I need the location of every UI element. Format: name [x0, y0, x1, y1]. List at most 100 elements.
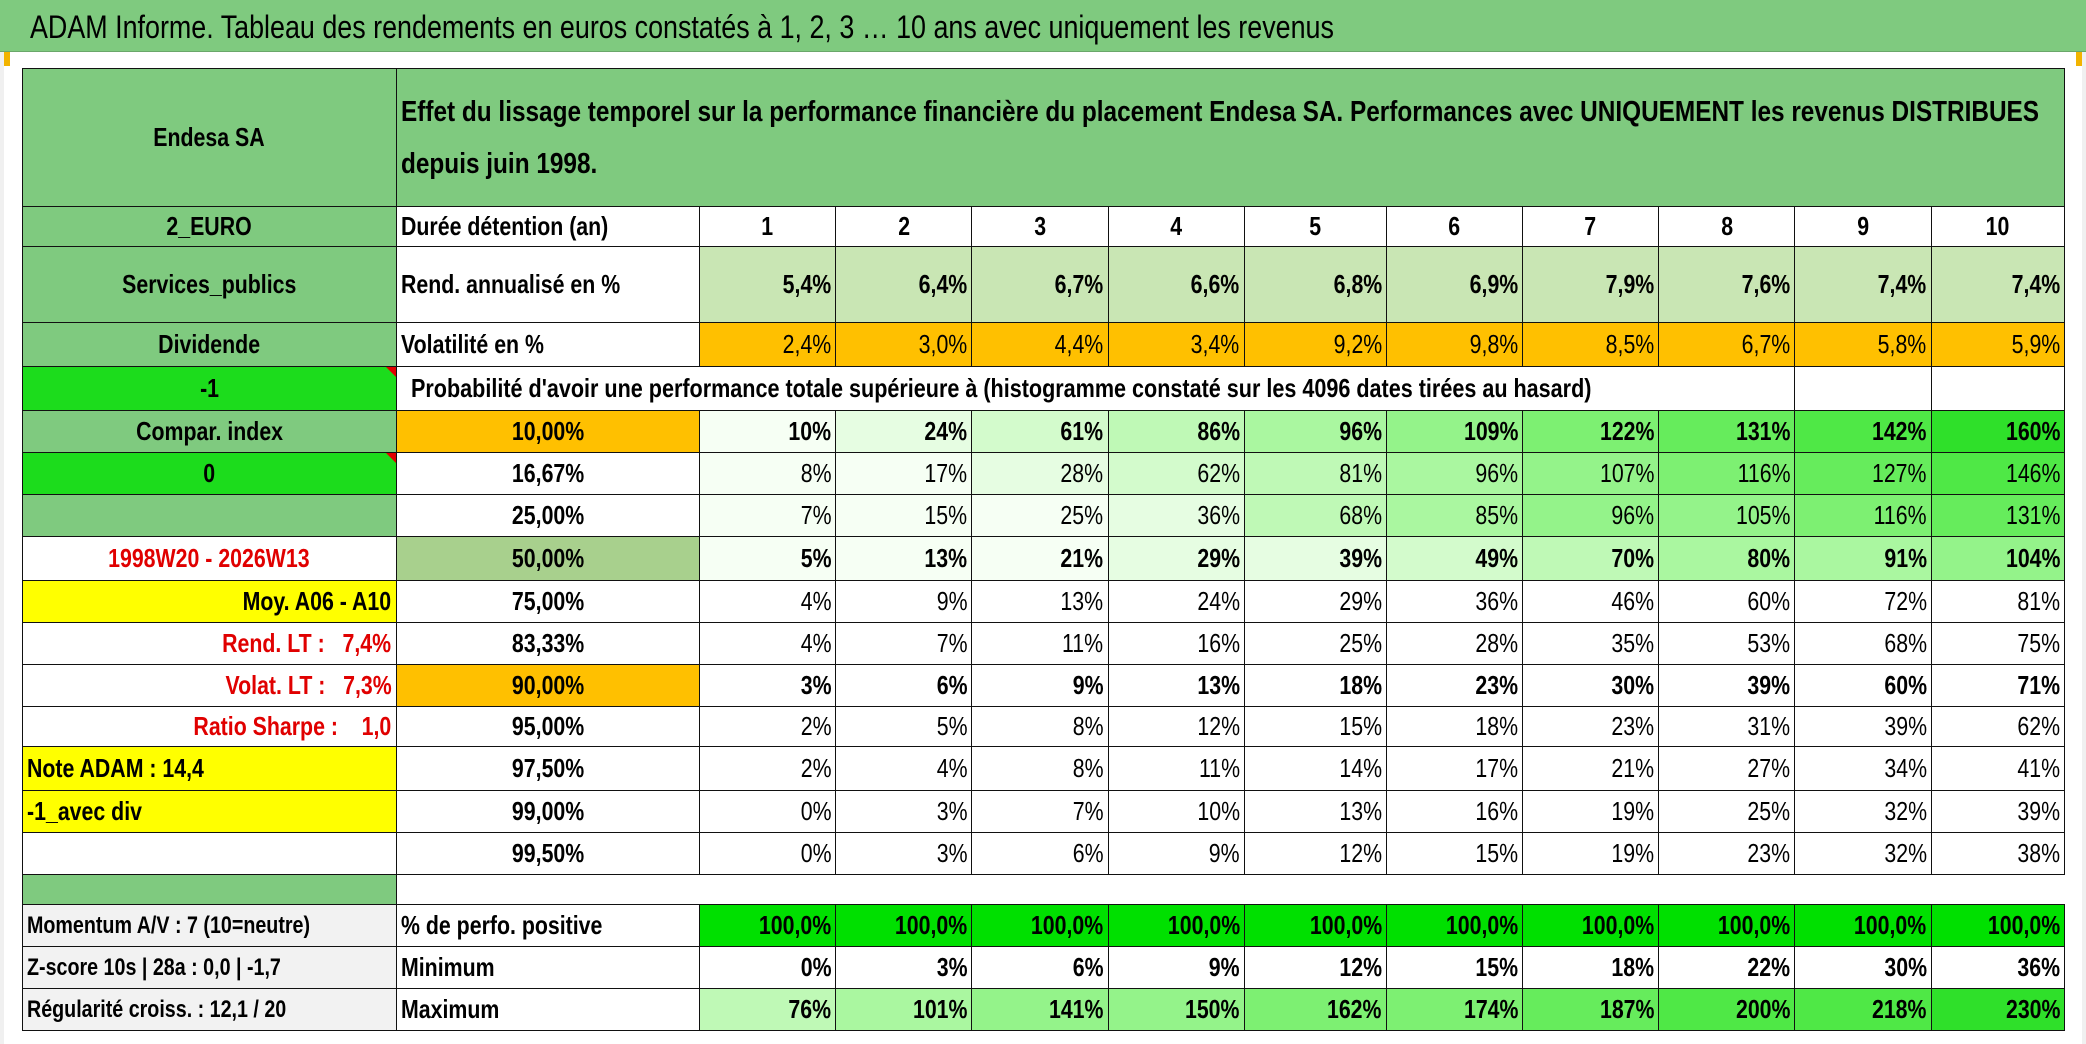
rend-value: 6,8% — [1243, 246, 1387, 323]
spacer-row — [22, 874, 2065, 905]
vol-value: 5,8% — [1794, 322, 1932, 367]
momentum-label: Momentum A/V : 7 (10=neutre) — [22, 904, 397, 947]
compar-label: Compar. index — [22, 410, 397, 453]
quantile-value: 16% — [1107, 622, 1245, 665]
rend-label: Rend. annualisé en % — [395, 246, 700, 323]
quantile-label: 16,67% — [395, 452, 700, 495]
quantile-value: 4% — [698, 580, 837, 623]
quantile-value: 12% — [1107, 706, 1245, 747]
minimum-value: 0% — [698, 946, 837, 989]
quantile-value: 131% — [1930, 494, 2066, 537]
quantile-value: 34% — [1794, 746, 1932, 791]
quantile-value: 15% — [835, 494, 973, 537]
quantile-value: 53% — [1658, 622, 1796, 665]
quantile-value: 81% — [1930, 580, 2066, 623]
quantile-label: 75,00% — [395, 580, 700, 623]
positive-value: 100,0% — [1522, 904, 1660, 947]
quantile-row: Volat. LT : 7,3% 90,00% 3% 6% 9% 13% 18%… — [22, 664, 2066, 707]
maximum-value: 230% — [1930, 988, 2066, 1031]
quantile-value: 7% — [835, 622, 973, 665]
positive-value: 100,0% — [1794, 904, 1932, 947]
quantile-value: 71% — [1930, 664, 2066, 707]
minimum-value: 3% — [835, 946, 973, 989]
quantile-value: 41% — [1930, 746, 2066, 791]
zscore-label: Z-score 10s | 28a : 0,0 | -1,7 — [22, 946, 397, 989]
quantile-label: 95,00% — [395, 706, 700, 747]
minimum-value: 30% — [1794, 946, 1932, 989]
quantile-value: 6% — [835, 664, 973, 707]
quantile-value: 23% — [1385, 664, 1524, 707]
vol-value: 4,4% — [971, 322, 1109, 367]
quantile-value: 96% — [1522, 494, 1660, 537]
rend-value: 6,9% — [1385, 246, 1524, 323]
minimum-value: 22% — [1658, 946, 1796, 989]
vol-value: 9,8% — [1385, 322, 1524, 367]
year-header: 5 — [1243, 206, 1387, 247]
currency-label: 2_EURO — [22, 206, 397, 247]
quantile-value: 3% — [835, 832, 973, 875]
quantile-value: 2% — [698, 706, 837, 747]
quantile-value: 8% — [971, 706, 1109, 747]
positive-label: % de perfo. positive — [395, 904, 700, 947]
quantile-row-median: 1998W20 - 2026W13 50,00% 5% 13% 21% 29% … — [22, 536, 2066, 581]
quantile-value: 12% — [1243, 832, 1387, 875]
quantile-value: 15% — [1243, 706, 1387, 747]
year-header: 9 — [1794, 206, 1932, 247]
quantile-value: 23% — [1522, 706, 1660, 747]
minimum-value: 12% — [1243, 946, 1387, 989]
maximum-value: 76% — [698, 988, 837, 1031]
quantile-value: 9% — [971, 664, 1109, 707]
quantile-value: 35% — [1522, 622, 1660, 665]
quantile-value: 19% — [1522, 790, 1660, 833]
maximum-value: 200% — [1658, 988, 1796, 1031]
sharpe-label: Ratio Sharpe : 1,0 — [22, 706, 397, 747]
minimum-row: Z-score 10s | 28a : 0,0 | -1,7 Minimum 0… — [22, 946, 2066, 989]
quantile-value: 39% — [1658, 664, 1796, 707]
quantile-value: 24% — [1107, 580, 1245, 623]
quantile-label: 99,50% — [395, 832, 700, 875]
maximum-value: 150% — [1107, 988, 1245, 1031]
period-label: 1998W20 - 2026W13 — [22, 536, 397, 581]
header-description: Effet du lissage temporel sur la perform… — [395, 68, 2066, 207]
quantile-value: 4% — [698, 622, 837, 665]
sector-label: Services_publics — [22, 246, 397, 323]
quantile-value: 8% — [971, 746, 1109, 791]
quantile-value: 16% — [1385, 790, 1524, 833]
positive-value: 100,0% — [698, 904, 837, 947]
quantile-value: 107% — [1522, 452, 1660, 495]
quantile-value: 0% — [698, 832, 837, 875]
title-bar: ADAM Informe. Tableau des rendements en … — [0, 0, 2086, 52]
rend-value: 6,4% — [835, 246, 973, 323]
quantile-value: 122% — [1522, 410, 1660, 453]
quantile-value: 109% — [1385, 410, 1524, 453]
quantile-value: 25% — [971, 494, 1109, 537]
proba-row: -1 Probabilité d'avoir une performance t… — [22, 366, 2066, 411]
quantile-value: 21% — [971, 536, 1109, 581]
year-header: 1 — [698, 206, 837, 247]
quantile-value: 8% — [698, 452, 837, 495]
year-header: 10 — [1930, 206, 2066, 247]
vol-value: 3,4% — [1107, 322, 1245, 367]
rend-value: 6,7% — [971, 246, 1109, 323]
quantile-value: 104% — [1930, 536, 2066, 581]
minimum-value: 18% — [1522, 946, 1660, 989]
quantile-value: 28% — [1385, 622, 1524, 665]
quantile-value: 18% — [1385, 706, 1524, 747]
rend-lt-label: Rend. LT : 7,4% — [22, 622, 397, 665]
rend-value: 7,4% — [1930, 246, 2066, 323]
quantile-value: 86% — [1107, 410, 1245, 453]
quantile-value: 32% — [1794, 832, 1932, 875]
quantile-label: 83,33% — [395, 622, 700, 665]
quantile-value: 28% — [971, 452, 1109, 495]
quantile-value: 14% — [1243, 746, 1387, 791]
vol-value: 6,7% — [1658, 322, 1796, 367]
spacer-green — [22, 874, 397, 905]
maximum-value: 218% — [1794, 988, 1932, 1031]
positive-value: 100,0% — [1243, 904, 1387, 947]
quantile-value: 29% — [1107, 536, 1245, 581]
quantile-value: 62% — [1107, 452, 1245, 495]
maximum-value: 174% — [1385, 988, 1524, 1031]
year-header: 4 — [1107, 206, 1245, 247]
quantile-value: 19% — [1522, 832, 1660, 875]
quantile-value: 75% — [1930, 622, 2066, 665]
